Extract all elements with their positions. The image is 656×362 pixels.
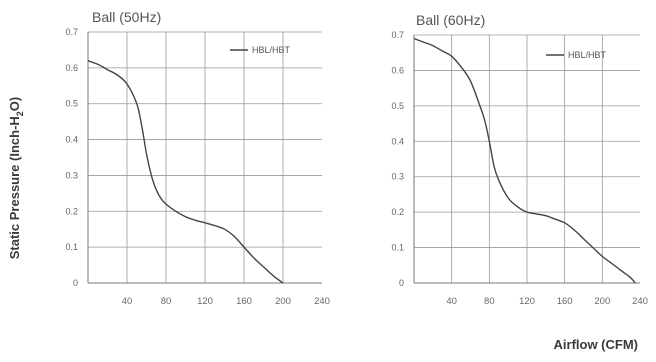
chart-title: Ball (60Hz) (416, 12, 485, 28)
y-tick-label: 0 (73, 278, 78, 288)
y-tick-label: 0.6 (391, 65, 404, 75)
y-tick-label: 0.1 (391, 243, 404, 253)
x-tick-label: 120 (519, 296, 535, 307)
y-tick-label: 0.7 (391, 30, 404, 40)
x-tick-label: 120 (197, 296, 213, 307)
y-tick-label: 0.5 (65, 99, 78, 109)
x-tick-label: 160 (236, 296, 252, 307)
x-tick-label: 80 (161, 296, 172, 307)
y-tick-label: 0.5 (391, 101, 404, 111)
y-tick-label: 0.7 (65, 27, 78, 37)
legend-label: HBL/HBT (252, 45, 291, 55)
x-tick-label: 200 (275, 296, 291, 307)
y-tick-label: 0.3 (391, 172, 404, 182)
chart-2: 0 0.1 0.2 0.3 0.4 0.5 0.6 0.7 40 80 120 160 200 240 Ba… (391, 12, 647, 307)
y-tick-label: 0.4 (391, 136, 404, 146)
x-tick-label: 40 (122, 296, 133, 307)
y-tick-label: 0.6 (65, 63, 78, 73)
chart-1: 0 0.1 0.2 0.3 0.4 0.5 0.6 0.7 40 80 120 160 200 240 Ba… (65, 9, 329, 307)
x-tick-label: 240 (632, 296, 648, 307)
x-tick-label: 160 (557, 296, 573, 307)
y-tick-label: 0.3 (65, 170, 78, 180)
series-line (413, 37, 636, 284)
chart-title: Ball (50Hz) (92, 9, 161, 25)
y-tick-label: 0.2 (65, 206, 78, 216)
x-tick-label: 40 (446, 296, 457, 307)
series-line (87, 60, 284, 284)
x-axis-label: Airflow (CFM) (553, 337, 638, 352)
y-tick-label: 0.1 (65, 242, 78, 252)
y-tick-label: 0.4 (65, 135, 78, 145)
x-tick-label: 200 (594, 296, 610, 307)
y-tick-label: 0.2 (391, 207, 404, 217)
x-tick-label: 80 (484, 296, 495, 307)
x-tick-label: 240 (314, 296, 330, 307)
y-tick-label: 0 (399, 278, 404, 288)
legend-label: HBL/HBT (568, 50, 607, 60)
